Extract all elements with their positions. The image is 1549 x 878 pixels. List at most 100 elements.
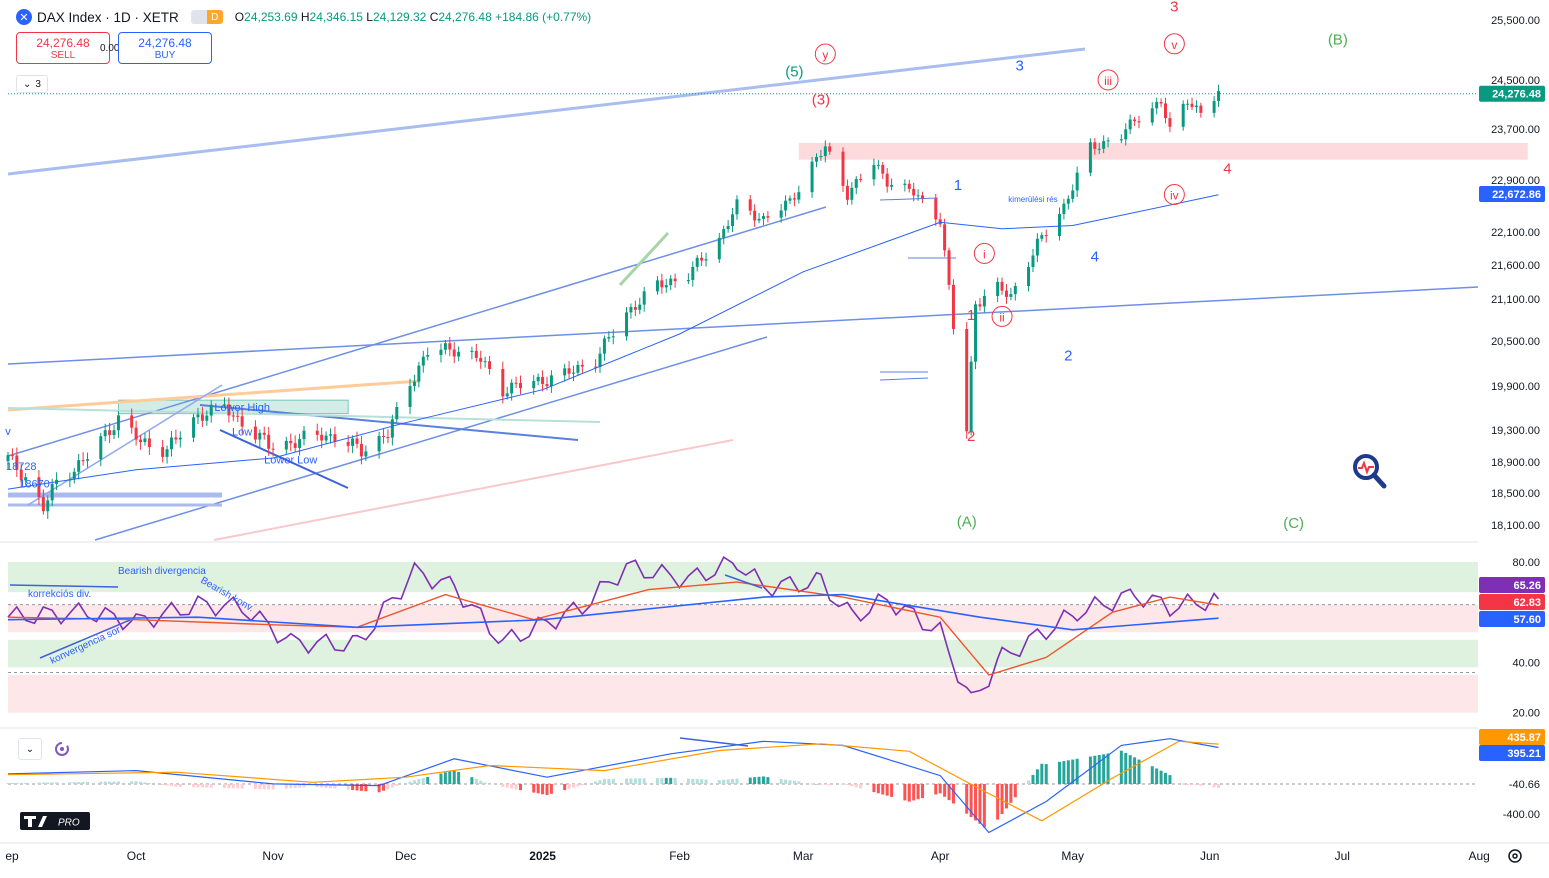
sell-label: SELL	[50, 49, 76, 61]
macd-histogram-bar	[474, 779, 478, 784]
wave-label-circle	[814, 43, 836, 65]
candle-body	[514, 382, 518, 384]
macd-histogram-bar	[108, 781, 112, 784]
candle-body	[669, 278, 673, 286]
macd-histogram-bar	[86, 781, 90, 784]
wave-label: 2	[1064, 348, 1072, 365]
tradingview-logo: PRO	[20, 812, 90, 830]
ma-value-tag: 22,672.86	[1492, 189, 1541, 201]
macd-value-tag: 395.21	[1507, 748, 1541, 760]
wave-label: 2	[967, 428, 975, 445]
last-price-tag: 24,276.48	[1492, 89, 1541, 101]
macd-histogram-bar	[271, 784, 275, 790]
macd-histogram-bar	[1186, 784, 1190, 785]
macd-histogram-bar	[518, 784, 522, 791]
indicators-collapse-button[interactable]: ⌄ 3	[16, 75, 48, 93]
rsi-slow-line	[7, 593, 1219, 631]
candle-body	[934, 198, 938, 220]
macd-histogram-bar	[700, 779, 704, 784]
macd-divergence-line	[679, 737, 749, 747]
candle-body	[108, 430, 112, 436]
candle-body	[408, 386, 412, 407]
time-tick: Oct	[127, 849, 146, 863]
macd-histogram-bar	[660, 777, 664, 784]
candle-body	[792, 198, 796, 200]
candle-body	[386, 437, 390, 439]
macd-histogram-bar	[165, 784, 169, 786]
candle-body	[165, 449, 169, 457]
wave-label: ii	[999, 310, 1004, 324]
candle-body	[1102, 141, 1106, 149]
macd-histogram-bar	[859, 784, 863, 789]
macd-histogram-bar	[876, 784, 880, 794]
macd-histogram-bar	[298, 784, 302, 788]
candle-body	[143, 438, 147, 443]
candle-body	[1088, 142, 1092, 173]
macd-signal-line	[7, 740, 1219, 822]
macd-histogram-bar	[284, 784, 288, 789]
magnifier-icon[interactable]	[1350, 452, 1390, 492]
buy-price: 24,276.48	[138, 35, 192, 50]
candle-body	[814, 156, 818, 162]
buy-button[interactable]: 24,276.48 BUY	[118, 32, 212, 64]
macd-histogram-bar	[965, 784, 969, 814]
candle-body	[253, 426, 257, 440]
gear-icon[interactable]	[1506, 847, 1524, 865]
candle-body	[351, 438, 355, 446]
candle-body	[1155, 101, 1159, 109]
candle-body	[545, 384, 549, 387]
macd-histogram-bar	[1013, 784, 1017, 798]
macd-histogram-bar	[417, 779, 421, 784]
wave-label-circle	[1163, 184, 1185, 205]
candle-body	[876, 164, 880, 166]
price-tick: 20,500.00	[1491, 336, 1540, 348]
candle-body	[810, 161, 814, 193]
macd-histogram-bar	[1106, 753, 1110, 784]
candle-body	[488, 361, 492, 370]
ohlc-readout: O24,253.69 H24,346.15 L24,129.32 C24,276…	[234, 10, 592, 24]
macd-histogram-bar	[850, 784, 854, 787]
macd-histogram-bar	[161, 784, 165, 785]
price-tick: 19,300.00	[1491, 425, 1540, 437]
candle-body	[457, 351, 461, 357]
high-value: 24,346.15	[309, 10, 363, 24]
macd-histogram-bar	[68, 782, 72, 784]
candle-body	[359, 443, 363, 457]
macd-histogram-bar	[845, 784, 849, 785]
trend-line	[7, 47, 1086, 176]
candle-body	[607, 337, 611, 339]
change-value: +184.86 (+0.77%)	[495, 10, 592, 24]
sell-button[interactable]: 24,276.48 SELL	[16, 32, 110, 64]
trend-line	[219, 429, 349, 489]
macd-histogram-bar	[947, 784, 951, 801]
macd-histogram-bar	[978, 784, 982, 824]
close-value: 24,276.48	[438, 10, 492, 24]
symbol-title[interactable]: DAX Index · 1D · XETR	[37, 9, 179, 25]
candle-body	[576, 364, 580, 373]
macd-histogram-bar	[395, 784, 399, 786]
macd-histogram-bar	[227, 784, 231, 789]
macd-collapse-button[interactable]: ⌄	[18, 738, 42, 760]
eye-icon[interactable]	[190, 10, 207, 24]
macd-histogram-bar	[823, 784, 827, 785]
candle-body	[996, 281, 1000, 296]
rsi-oversold-band	[8, 674, 1478, 713]
candle-body	[209, 404, 213, 416]
candle-body	[112, 430, 116, 436]
macd-histogram-bar	[788, 780, 792, 784]
candle-body	[611, 336, 615, 338]
sync-icon[interactable]	[50, 738, 74, 760]
candle-body	[19, 469, 23, 481]
candle-body	[41, 497, 45, 512]
macd-histogram-bar	[576, 784, 580, 787]
chart-annotation: Low	[232, 427, 252, 439]
macd-histogram-bar	[1031, 774, 1035, 784]
macd-histogram-bar	[567, 784, 571, 789]
trend-line	[618, 231, 670, 287]
macd-histogram-bar	[881, 784, 885, 795]
macd-histogram-bar	[253, 784, 257, 789]
data-source-badges[interactable]: D	[190, 10, 223, 24]
trend-line	[879, 197, 939, 201]
candle-body	[452, 349, 456, 357]
